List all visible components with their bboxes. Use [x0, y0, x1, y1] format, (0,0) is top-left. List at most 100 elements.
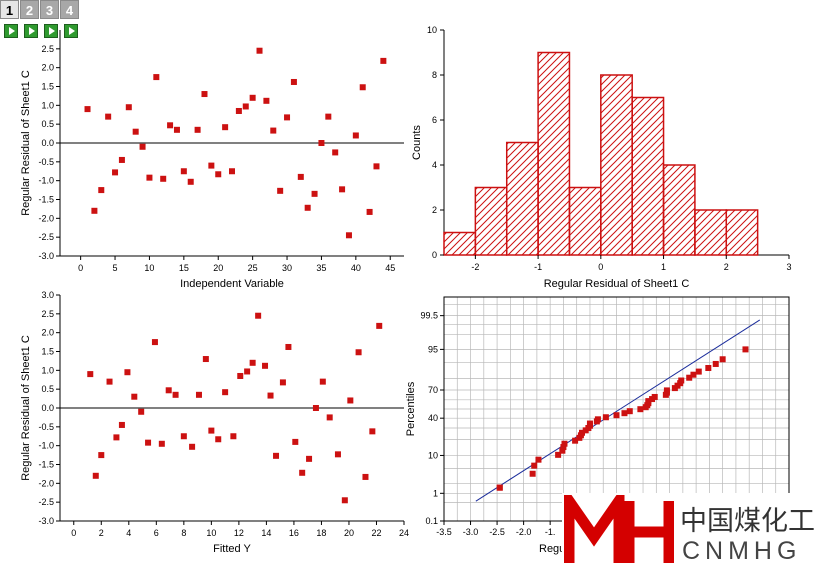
y-tick-label: 2.0 [41, 63, 54, 73]
data-point [637, 406, 644, 413]
data-point [586, 420, 593, 427]
y-tick-label: 10 [428, 450, 438, 460]
x-tick-label: 25 [248, 263, 258, 273]
x-tick-label: 8 [181, 528, 186, 538]
y-tick-label: 99.5 [420, 311, 438, 321]
x-tick-label: -2.5 [489, 527, 505, 537]
data-point [332, 149, 339, 156]
data-point [151, 339, 158, 346]
data-point [98, 187, 105, 194]
y-tick-label: -1.5 [38, 460, 54, 470]
layer-tab-4[interactable]: 4 [60, 0, 79, 19]
data-point [345, 232, 352, 239]
data-point [572, 437, 579, 444]
y-tick-label: -2.0 [38, 478, 54, 488]
y-tick-label: 0.5 [41, 119, 54, 129]
histogram-bar [568, 186, 602, 256]
data-point [678, 377, 685, 384]
data-point [215, 171, 222, 178]
data-point [84, 106, 91, 113]
data-point [742, 346, 749, 353]
x-axis-title: Fitted Y [213, 543, 251, 555]
data-point [202, 356, 209, 363]
x-tick-label: 45 [385, 263, 395, 273]
data-point [645, 398, 652, 405]
x-tick-label: 22 [371, 528, 381, 538]
layer-play-button[interactable] [4, 24, 18, 38]
data-point [165, 387, 172, 394]
x-tick-label: -3.5 [436, 527, 452, 537]
data-point [325, 113, 332, 120]
data-point [626, 408, 633, 415]
data-point [187, 178, 194, 185]
y-tick-label: 1 [433, 488, 438, 498]
x-tick-label: -2.0 [516, 527, 532, 537]
layer-tab-2[interactable]: 2 [20, 0, 39, 19]
layer-play-button[interactable] [44, 24, 58, 38]
data-point [230, 433, 237, 440]
data-point [362, 473, 369, 480]
data-point [284, 114, 291, 121]
data-point [319, 378, 326, 385]
data-point [138, 408, 145, 415]
layer-play-button[interactable] [64, 24, 78, 38]
data-point [267, 392, 274, 399]
data-point [719, 356, 726, 363]
data-point [112, 169, 119, 176]
x-tick-label: 4 [126, 528, 131, 538]
data-point [559, 447, 566, 454]
data-point [167, 122, 174, 129]
data-point [222, 124, 229, 131]
y-tick-label: 6 [432, 115, 437, 125]
x-tick-label: 0 [78, 263, 83, 273]
y-tick-label: -1.0 [38, 441, 54, 451]
data-point [105, 113, 112, 120]
data-point [561, 440, 568, 447]
data-point [380, 57, 387, 64]
x-tick-label: 30 [282, 263, 292, 273]
y-tick-label: -1.0 [38, 176, 54, 186]
x-tick-label: 20 [213, 263, 223, 273]
data-point [91, 207, 98, 214]
layer-tab-3[interactable]: 3 [40, 0, 59, 19]
data-point [695, 368, 702, 375]
data-point [139, 143, 146, 150]
data-point [690, 371, 697, 378]
data-point [244, 368, 251, 375]
data-point [158, 440, 165, 447]
y-axis-title: Regular Residual of Sheet1 C [20, 335, 32, 481]
x-tick-label: -1 [534, 262, 542, 272]
layer-tab-1[interactable]: 1 [0, 0, 19, 19]
data-point [613, 412, 620, 419]
x-tick-label: -2 [471, 262, 479, 272]
data-point [279, 379, 286, 386]
y-tick-label: 0.5 [41, 384, 54, 394]
x-tick-label: 3 [786, 262, 791, 272]
histogram-bar [662, 164, 696, 256]
y-tick-label: -0.5 [38, 157, 54, 167]
histogram-bar [537, 51, 571, 256]
data-point [92, 472, 99, 479]
data-point [290, 78, 297, 85]
data-point [531, 462, 538, 469]
data-point [118, 421, 125, 428]
x-tick-label: 14 [261, 528, 271, 538]
data-point [118, 156, 125, 163]
data-point [249, 94, 256, 101]
y-tick-label: 8 [432, 70, 437, 80]
data-point [555, 451, 562, 458]
x-tick-label: 12 [234, 528, 244, 538]
watermark-logo: 中国煤化工 CNMHG [562, 493, 815, 572]
y-tick-label: 4 [432, 160, 437, 170]
y-tick-label: 95 [428, 344, 438, 354]
data-point [366, 208, 373, 215]
y-axis-title: Counts [411, 125, 423, 160]
data-point [318, 140, 325, 146]
data-point [262, 362, 269, 369]
x-tick-label: 16 [289, 528, 299, 538]
layer-play-button[interactable] [24, 24, 38, 38]
data-point [273, 452, 280, 459]
data-point [172, 391, 179, 398]
